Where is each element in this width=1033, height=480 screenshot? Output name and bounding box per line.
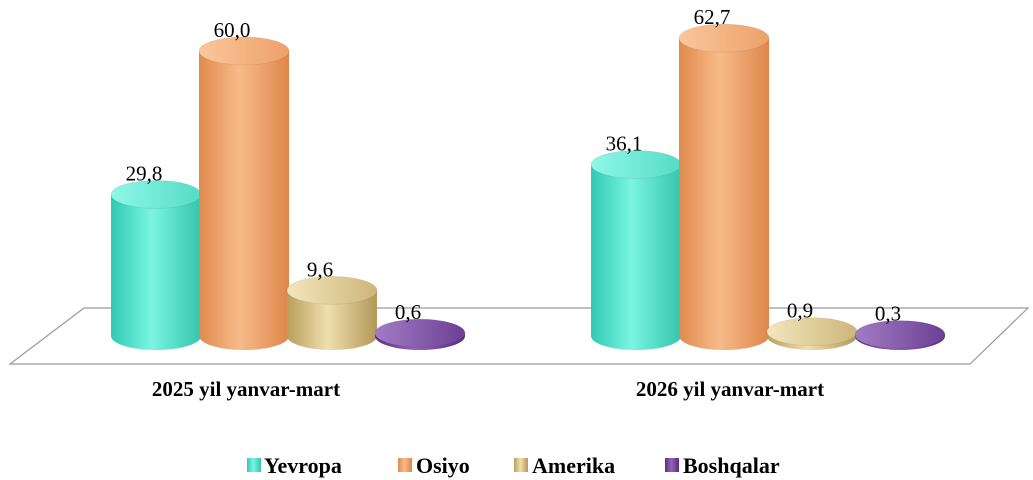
bar-yevropa-2 — [590, 150, 682, 350]
legend-label-osiyo: Osiyo — [416, 453, 470, 478]
category-label-2025: 2025 yil yanvar-mart — [152, 377, 340, 401]
bar-body — [287, 290, 377, 350]
value-label-osiyo-2: 62,7 — [694, 5, 731, 29]
value-label-amerika-2: 0,9 — [787, 299, 813, 323]
legend-item-boshqalar: Boshqalar — [665, 453, 780, 478]
bars-layer — [110, 23, 946, 351]
value-label-amerika-1: 9,6 — [307, 257, 333, 281]
bar-amerika-1 — [286, 275, 378, 350]
bar-amerika-2 — [766, 317, 858, 350]
legend-swatch-boshqalar — [665, 458, 679, 472]
bar-body — [199, 51, 289, 350]
value-label-boshqalar-1: 0,6 — [395, 300, 421, 324]
legend: Yevropa Osiyo Amerika Boshqalar — [247, 453, 780, 478]
legend-swatch-amerika — [514, 458, 528, 472]
category-label-2026: 2026 yil yanvar-mart — [636, 377, 824, 401]
bar-top — [678, 23, 770, 53]
value-label-yevropa-1: 29,8 — [126, 161, 163, 185]
legend-swatch-osiyo — [398, 458, 412, 472]
bar-boshqalar-2 — [854, 320, 946, 350]
bar-top — [374, 318, 466, 348]
bar-top — [198, 36, 290, 66]
value-labels: 29,8 60,0 9,6 0,6 36,1 62,7 0,9 0,3 — [126, 5, 902, 325]
legend-item-yevropa: Yevropa — [247, 453, 342, 478]
bar-osiyo-1 — [198, 36, 290, 350]
value-label-boshqalar-2: 0,3 — [875, 302, 901, 326]
bar-top — [286, 275, 378, 305]
legend-swatch-yevropa — [247, 458, 261, 472]
legend-label-boshqalar: Boshqalar — [683, 453, 780, 478]
bar-yevropa-1 — [110, 180, 202, 350]
value-label-yevropa-2: 36,1 — [606, 132, 643, 156]
legend-item-amerika: Amerika — [514, 453, 615, 478]
legend-label-amerika: Amerika — [532, 453, 615, 478]
legend-item-osiyo: Osiyo — [398, 453, 470, 478]
bar-top — [854, 320, 946, 349]
bar-osiyo-2 — [678, 23, 770, 351]
bar-body — [111, 194, 201, 350]
bar-body — [591, 164, 681, 350]
bar-boshqalar-1 — [374, 318, 466, 350]
value-label-osiyo-1: 60,0 — [214, 18, 251, 42]
bar-body — [679, 38, 769, 351]
legend-label-yevropa: Yevropa — [264, 453, 342, 478]
